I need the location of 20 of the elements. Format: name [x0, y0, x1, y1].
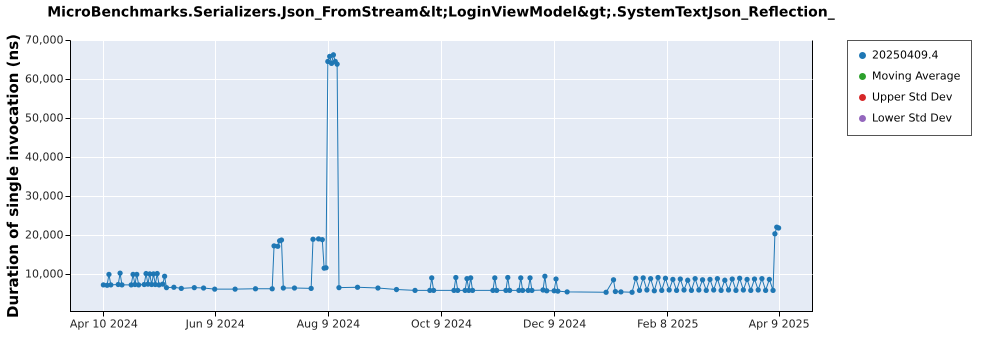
y-tick-label: 40,000 — [25, 150, 64, 164]
legend-label: 20250409.4 — [872, 48, 938, 62]
y-tick-label: 10,000 — [25, 267, 64, 280]
chart-title: MicroBenchmarks.Serializers.Json_FromStream&lt;LoginViewModel&gt;.SystemTextJson_Reflection_ — [47, 4, 835, 20]
x-tick-label: Apr 10 2024 — [70, 318, 138, 330]
x-tick-label: Oct 9 2024 — [410, 318, 472, 330]
x-tick-label: Feb 8 2025 — [637, 318, 699, 330]
y-tick-label: 20,000 — [25, 228, 64, 242]
y-tick-label: 50,000 — [25, 111, 64, 124]
y-tick-label: 70,000 — [25, 34, 64, 46]
y-tick-label: 30,000 — [25, 189, 64, 202]
legend-label: Lower Std Dev — [872, 112, 952, 124]
y-axis-title: Duration of single invocation (ns) — [4, 34, 22, 318]
x-tick-label: Dec 9 2024 — [523, 318, 586, 330]
x-tick-label: Apr 9 2025 — [748, 318, 810, 330]
x-tick-label: Aug 9 2024 — [296, 318, 360, 330]
y-tick-label: 60,000 — [25, 72, 64, 86]
x-tick-label: Jun 9 2024 — [184, 318, 245, 330]
legend-label: Upper Std Dev — [872, 90, 953, 104]
legend-label: Moving Average — [872, 70, 961, 82]
